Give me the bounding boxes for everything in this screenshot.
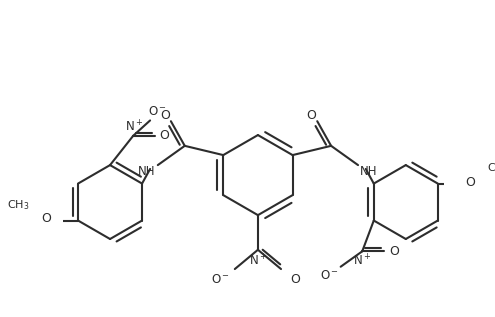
Text: O: O: [465, 176, 475, 189]
Text: N$^+$: N$^+$: [248, 253, 267, 268]
Text: CH$_3$: CH$_3$: [7, 198, 29, 212]
Text: O$^-$: O$^-$: [320, 269, 340, 282]
Text: O: O: [159, 129, 169, 142]
Text: NH: NH: [360, 165, 378, 178]
Text: N$^+$: N$^+$: [353, 253, 371, 268]
Text: O$^-$: O$^-$: [211, 273, 231, 286]
Text: CH$_3$: CH$_3$: [487, 161, 495, 175]
Text: O: O: [41, 212, 50, 225]
Text: NH: NH: [138, 165, 156, 178]
Text: O: O: [160, 108, 170, 121]
Text: O: O: [390, 245, 399, 258]
Text: O: O: [306, 108, 316, 121]
Text: N$^+$: N$^+$: [125, 120, 144, 135]
Text: O: O: [290, 273, 300, 286]
Text: O$^-$: O$^-$: [148, 105, 167, 118]
